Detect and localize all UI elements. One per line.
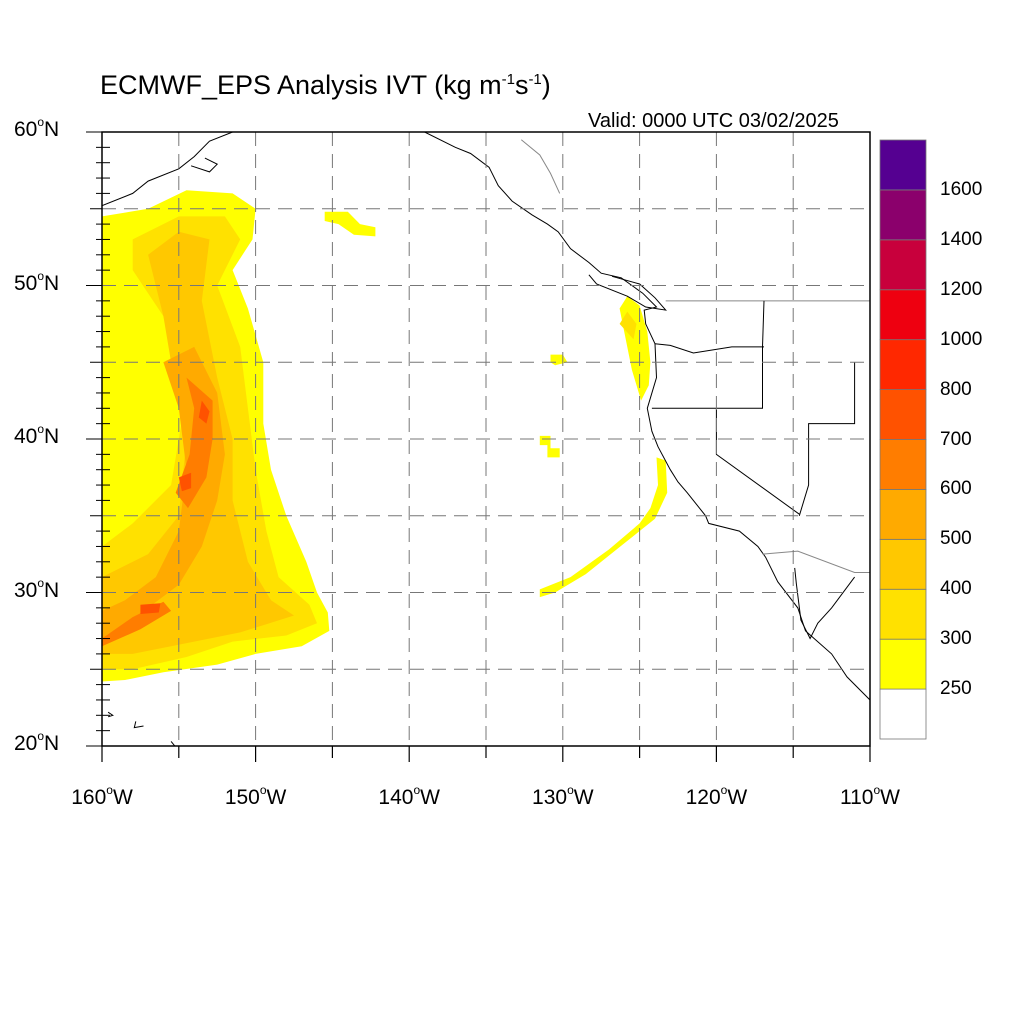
colorbar-swatch — [879, 439, 927, 490]
ivt-patch-small — [550, 354, 568, 366]
ivt-ar-band — [539, 457, 668, 598]
coastline-oahu — [133, 721, 144, 729]
colorbar-label: 500 — [940, 528, 972, 550]
ivt-patch-mid — [539, 435, 560, 458]
ivt-core-700-a — [198, 400, 210, 424]
ivt-core-700-c — [178, 472, 192, 492]
colorbar-swatch — [879, 389, 927, 440]
border-states-w — [651, 300, 765, 409]
lon-label: 140oW — [378, 783, 440, 809]
lat-label: 20oN — [14, 729, 60, 755]
colorbar-label: 250 — [940, 678, 972, 700]
colorbar-swatch — [879, 289, 927, 341]
colorbar-label: 1400 — [940, 228, 983, 250]
colorbar-swatch — [879, 189, 927, 241]
coastline-kauai — [107, 711, 114, 718]
ivt-patch-250 — [102, 277, 122, 286]
coastline-hawaii — [165, 741, 176, 746]
colorbar-label: 1600 — [940, 178, 983, 200]
coastline-kodiak — [190, 157, 219, 173]
ivt-coastal-core — [619, 311, 637, 340]
colorbar-swatch — [879, 139, 927, 191]
border-states-e — [798, 362, 856, 516]
lon-label: 130oW — [532, 783, 594, 809]
colorbar-label: 800 — [940, 378, 972, 400]
border-wa-or — [654, 343, 764, 354]
lat-label: 60oN — [14, 115, 60, 141]
colorbar-swatch — [879, 688, 927, 740]
map-title: ECMWF_EPS Analysis IVT (kg m-1s-1) — [100, 70, 551, 100]
border-ak-bc — [520, 139, 561, 194]
border-ca-nv — [715, 408, 800, 515]
lat-label: 40oN — [14, 422, 60, 448]
colorbar-swatch — [879, 339, 927, 390]
coastline-gulf-california — [794, 567, 856, 640]
colorbar-label: 700 — [940, 428, 972, 450]
lon-label: 160oW — [71, 783, 133, 809]
lat-label: 30oN — [14, 575, 60, 602]
ivt-core-700-b — [140, 603, 161, 614]
colorbar — [879, 139, 927, 740]
ivt-shading — [102, 190, 668, 682]
border-us-mexico — [762, 550, 870, 573]
ivt-patch-north — [324, 211, 376, 237]
colorbar-label: 1200 — [940, 278, 983, 300]
coastline-vancouver-island — [588, 274, 667, 311]
colorbar-label: 1000 — [940, 328, 983, 350]
colorbar-label: 300 — [940, 628, 972, 650]
coastline-na — [424, 132, 870, 701]
lon-label: 150oW — [224, 783, 287, 809]
colorbar-swatch — [879, 538, 927, 590]
axis-ticks — [86, 131, 871, 762]
colorbar-swatch — [879, 489, 927, 540]
lon-label: 120oW — [685, 783, 748, 809]
colorbar-swatch — [879, 638, 927, 690]
colorbar-label: 400 — [940, 578, 972, 600]
colorbar-swatch — [879, 239, 927, 291]
lat-label: 50oN — [14, 268, 60, 295]
coastline-alaska-pen — [102, 132, 233, 207]
ivt-coastal-band — [619, 296, 651, 401]
valid-time: Valid: 0000 UTC 03/02/2025 — [588, 110, 839, 132]
colorbar-label: 600 — [940, 478, 972, 500]
lat-lon-gridlines — [102, 132, 870, 746]
lon-label: 110oW — [840, 783, 900, 809]
colorbar-swatch — [879, 588, 927, 640]
coastlines — [102, 132, 870, 746]
